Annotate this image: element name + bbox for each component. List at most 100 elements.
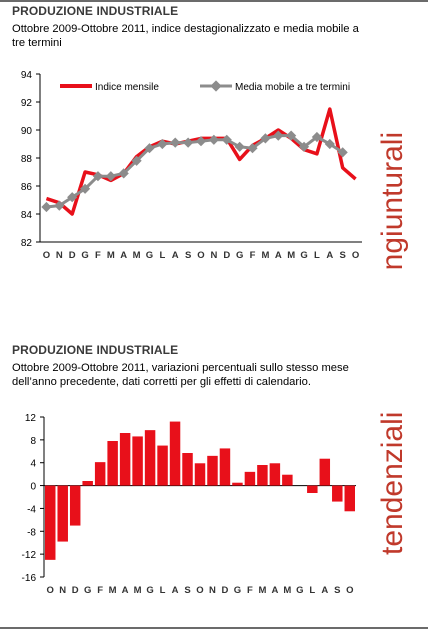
x-tick-label: G	[146, 250, 153, 261]
x-tick-label: N	[210, 250, 217, 261]
y-tick-label: 82	[21, 238, 33, 249]
bar	[182, 453, 193, 486]
x-tick-label: S	[185, 250, 191, 261]
bar	[332, 485, 343, 502]
x-tick-label: A	[122, 585, 129, 596]
bar	[119, 433, 131, 486]
y-tick-label: 0	[30, 482, 36, 493]
bar	[244, 471, 256, 486]
y-tick-label: 84	[21, 210, 33, 221]
bar	[69, 485, 81, 526]
point-media-mobile	[157, 138, 168, 150]
y-tick-label: 4	[30, 459, 36, 470]
x-tick-label: F	[250, 250, 256, 261]
x-tick-label: L	[314, 250, 320, 261]
chart2-title: PRODUZIONE INDUSTRIALE	[12, 343, 179, 357]
x-tick-label: M	[133, 250, 141, 261]
bar	[282, 474, 293, 486]
bar	[257, 465, 268, 486]
x-tick-label: A	[172, 250, 179, 261]
x-tick-label: S	[184, 585, 190, 596]
x-tick-label: N	[59, 585, 66, 596]
chart1-subtitle-line1: Ottobre 2009-Ottobre 2011, indice destag…	[12, 23, 359, 35]
point-media-mobile	[118, 168, 129, 179]
point-media-mobile	[144, 143, 155, 154]
y-tick-label: 86	[21, 182, 33, 193]
bar	[144, 430, 156, 486]
x-tick-label: L	[160, 585, 166, 596]
bar	[219, 448, 231, 486]
x-tick-label: D	[72, 585, 79, 596]
bar	[82, 481, 93, 486]
x-tick-label: D	[222, 585, 229, 596]
series-line-indice-mensile	[45, 107, 357, 216]
chart2-side-label: tendenziali	[376, 412, 409, 555]
x-tick-label: M	[287, 250, 295, 261]
x-tick-label: G	[81, 250, 88, 261]
point-media-mobile	[195, 136, 207, 147]
x-tick-label: A	[120, 250, 127, 261]
y-tick-label: 8	[30, 436, 36, 447]
bar	[157, 445, 168, 486]
chart1-side-label: congiunturali	[376, 132, 409, 270]
legend-label-indice: Indice mensile	[95, 82, 159, 93]
x-tick-label: A	[271, 585, 278, 596]
x-tick-label: A	[275, 250, 282, 261]
bar	[344, 485, 355, 512]
point-media-mobile	[247, 143, 258, 154]
legend-label-media: Media mobile a tre termini	[235, 82, 350, 93]
point-media-mobile	[131, 155, 142, 166]
bar	[269, 463, 281, 486]
chart2-subtitle-line2: dell’anno precedente, dati corretti per …	[12, 376, 311, 388]
x-tick-label: F	[247, 585, 253, 596]
y-tick-label: -4	[27, 504, 36, 515]
x-tick-label: M	[109, 585, 117, 596]
x-tick-label: S	[334, 585, 340, 596]
x-tick-label: A	[326, 250, 333, 261]
legend-marker-media	[210, 80, 222, 92]
x-tick-label: D	[69, 250, 76, 261]
chart2-bars	[45, 421, 355, 560]
x-tick-label: L	[309, 585, 315, 596]
point-media-mobile	[234, 141, 245, 152]
bar	[107, 441, 118, 486]
x-tick-label: O	[352, 250, 359, 261]
bar	[169, 421, 181, 486]
bar	[94, 462, 106, 486]
x-tick-label: D	[223, 250, 230, 261]
point-media-mobile	[67, 192, 78, 203]
y-tick-label: -16	[22, 573, 37, 584]
x-tick-label: N	[56, 250, 63, 261]
x-tick-label: M	[261, 250, 269, 261]
x-tick-label: M	[258, 585, 266, 596]
x-tick-label: F	[97, 585, 103, 596]
x-tick-label: M	[283, 585, 291, 596]
bar	[319, 458, 331, 486]
bar	[307, 485, 318, 493]
x-tick-label: G	[234, 585, 241, 596]
point-media-mobile	[208, 134, 219, 145]
x-tick-label: N	[209, 585, 216, 596]
chart1-title: PRODUZIONE INDUSTRIALE	[12, 4, 179, 18]
x-tick-label: O	[43, 250, 50, 261]
point-media-mobile	[41, 201, 52, 213]
x-tick-label: G	[236, 250, 243, 261]
chart1-series	[41, 107, 357, 216]
bottom-rule	[0, 627, 428, 629]
y-tick-label: 94	[21, 70, 33, 81]
x-tick-label: L	[159, 250, 165, 261]
y-tick-label: -12	[22, 550, 37, 561]
y-tick-label: 92	[21, 98, 33, 109]
y-tick-label: 88	[21, 154, 33, 165]
y-tick-label: 12	[25, 413, 37, 424]
point-media-mobile	[170, 137, 181, 148]
x-tick-label: M	[134, 585, 142, 596]
bar	[132, 436, 143, 486]
top-rule	[0, 0, 428, 2]
chart2-subtitle-line1: Ottobre 2009-Ottobre 2011, variazioni pe…	[12, 362, 349, 374]
bar	[57, 485, 68, 542]
bar	[45, 485, 56, 560]
x-tick-label: O	[47, 585, 54, 596]
bar	[232, 482, 243, 486]
